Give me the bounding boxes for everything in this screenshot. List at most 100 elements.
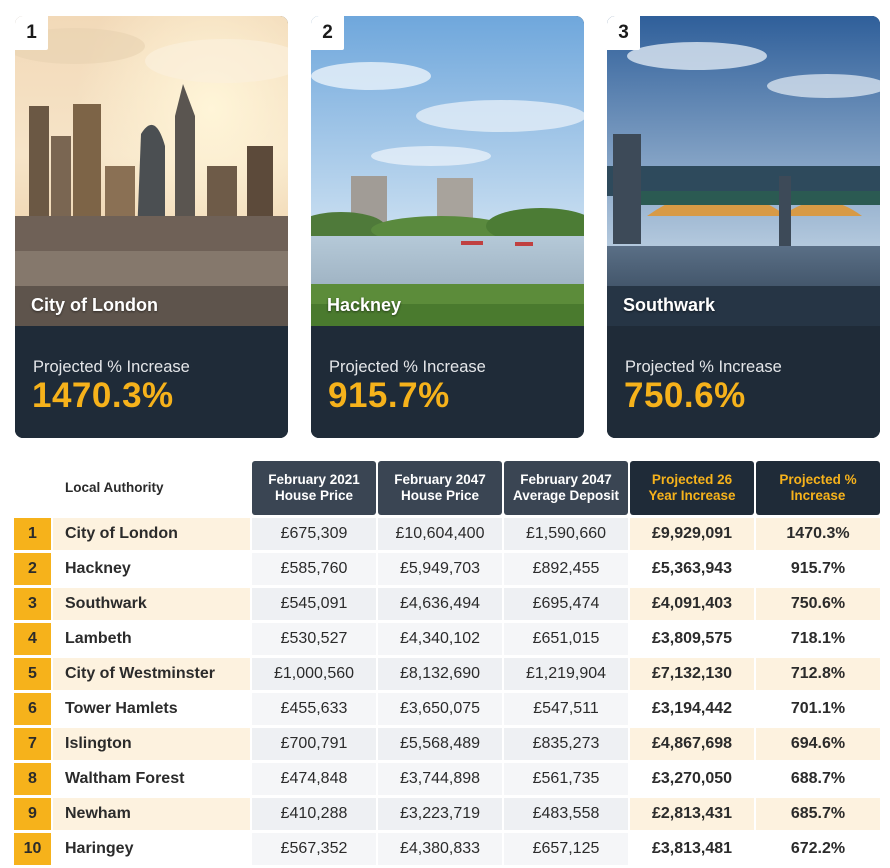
row-price-2047: £5,949,703: [378, 553, 502, 585]
row-increase-26-year: £7,132,130: [630, 658, 754, 690]
row-percent-increase: 1470.3%: [756, 518, 880, 550]
row-price-2021: £700,791: [252, 728, 376, 760]
row-increase-26-year: £4,091,403: [630, 588, 754, 620]
row-price-2047: £3,223,719: [378, 798, 502, 830]
row-increase-26-year: £3,270,050: [630, 763, 754, 795]
row-deposit-2047: £547,511: [504, 693, 628, 725]
percent-increase-header: Projected % Increase: [756, 461, 880, 515]
row-increase-26-year: £9,929,091: [630, 518, 754, 550]
row-price-2021: £585,760: [252, 553, 376, 585]
row-deposit-2047: £1,219,904: [504, 658, 628, 690]
deposit-2047-header: February 2047 Average Deposit: [504, 461, 628, 515]
row-rank: 7: [14, 728, 51, 760]
house-price-table: Local Authority February 2021 House Price…: [12, 458, 882, 868]
card-info-panel: Projected % Increase 1470.3%: [15, 326, 288, 438]
row-price-2047: £10,604,400: [378, 518, 502, 550]
row-deposit-2047: £561,735: [504, 763, 628, 795]
card-authority-name: City of London: [31, 295, 158, 315]
row-price-2021: £410,288: [252, 798, 376, 830]
row-price-2021: £530,527: [252, 623, 376, 655]
table-header-row: Local Authority February 2021 House Price…: [14, 461, 880, 515]
row-increase-26-year: £4,867,698: [630, 728, 754, 760]
row-authority-name: City of Westminster: [53, 658, 250, 690]
card-authority-name: Hackney: [327, 295, 402, 315]
rank-column-header: [14, 461, 51, 515]
row-percent-increase: 688.7%: [756, 763, 880, 795]
row-rank: 8: [14, 763, 51, 795]
card-info-panel: Projected % Increase 915.7%: [311, 326, 584, 438]
row-deposit-2047: £1,590,660: [504, 518, 628, 550]
row-deposit-2047: £651,015: [504, 623, 628, 655]
row-rank: 3: [14, 588, 51, 620]
row-rank: 1: [14, 518, 51, 550]
row-price-2047: £4,636,494: [378, 588, 502, 620]
row-rank: 4: [14, 623, 51, 655]
card-rank: 3: [607, 16, 640, 50]
row-percent-increase: 694.6%: [756, 728, 880, 760]
row-increase-26-year: £3,809,575: [630, 623, 754, 655]
row-rank: 10: [14, 833, 51, 865]
row-deposit-2047: £657,125: [504, 833, 628, 865]
card-metric-label: Projected % Increase: [625, 358, 782, 376]
card-info-panel: Projected % Increase 750.6%: [607, 326, 880, 438]
row-rank: 9: [14, 798, 51, 830]
card-authority-name: Southwark: [623, 295, 716, 315]
row-price-2047: £3,650,075: [378, 693, 502, 725]
row-percent-increase: 915.7%: [756, 553, 880, 585]
row-rank: 2: [14, 553, 51, 585]
row-authority-name: Waltham Forest: [53, 763, 250, 795]
increase-26-year-header: Projected 26 Year Increase: [630, 461, 754, 515]
table-row: 8 Waltham Forest £474,848 £3,744,898 £561,73…: [14, 763, 880, 795]
table-row: 3 Southwark £545,091 £4,636,494 £695,474 £4,0…: [14, 588, 880, 620]
card-metric-value: 1470.3%: [32, 376, 174, 415]
row-rank: 6: [14, 693, 51, 725]
row-percent-increase: 750.6%: [756, 588, 880, 620]
row-price-2021: £1,000,560: [252, 658, 376, 690]
row-price-2021: £474,848: [252, 763, 376, 795]
row-deposit-2047: £892,455: [504, 553, 628, 585]
card-southwark: 3 Southwark Projected % Increase 750.6%: [607, 16, 880, 438]
card-hackney: 2 Hackney Projected % Increase 915.7%: [311, 16, 584, 438]
row-authority-name: Lambeth: [53, 623, 250, 655]
city-of-london-photo: [15, 16, 288, 326]
hackney-photo: [311, 16, 584, 326]
row-increase-26-year: £5,363,943: [630, 553, 754, 585]
row-authority-name: Southwark: [53, 588, 250, 620]
row-authority-name: Tower Hamlets: [53, 693, 250, 725]
row-authority-name: City of London: [53, 518, 250, 550]
row-increase-26-year: £3,194,442: [630, 693, 754, 725]
table-row: 4 Lambeth £530,527 £4,340,102 £651,015 £3,809…: [14, 623, 880, 655]
row-price-2047: £4,340,102: [378, 623, 502, 655]
row-deposit-2047: £695,474: [504, 588, 628, 620]
row-percent-increase: 672.2%: [756, 833, 880, 865]
card-rank: 1: [15, 16, 48, 50]
row-increase-26-year: £3,813,481: [630, 833, 754, 865]
row-authority-name: Haringey: [53, 833, 250, 865]
card-metric-label: Projected % Increase: [33, 358, 190, 376]
row-percent-increase: 701.1%: [756, 693, 880, 725]
table-row: 9 Newham £410,288 £3,223,719 £483,558 £2,813,…: [14, 798, 880, 830]
row-deposit-2047: £835,273: [504, 728, 628, 760]
row-price-2021: £545,091: [252, 588, 376, 620]
row-rank: 5: [14, 658, 51, 690]
row-authority-name: Hackney: [53, 553, 250, 585]
row-increase-26-year: £2,813,431: [630, 798, 754, 830]
row-price-2021: £675,309: [252, 518, 376, 550]
row-price-2047: £4,380,833: [378, 833, 502, 865]
local-authority-header: Local Authority: [53, 461, 250, 515]
table-row: 1 City of London £675,309 £10,604,400 £1,590…: [14, 518, 880, 550]
card-metric-label: Projected % Increase: [329, 358, 486, 376]
row-deposit-2047: £483,558: [504, 798, 628, 830]
row-price-2047: £5,568,489: [378, 728, 502, 760]
row-price-2021: £567,352: [252, 833, 376, 865]
card-city-of-london: 1 City of London Projected % Increase 14…: [15, 16, 288, 438]
row-percent-increase: 685.7%: [756, 798, 880, 830]
row-authority-name: Newham: [53, 798, 250, 830]
row-percent-increase: 712.8%: [756, 658, 880, 690]
card-rank: 2: [311, 16, 344, 50]
price-2047-header: February 2047 House Price: [378, 461, 502, 515]
table-row: 7 Islington £700,791 £5,568,489 £835,273 £4,8…: [14, 728, 880, 760]
southwark-photo: [607, 16, 880, 326]
row-price-2047: £8,132,690: [378, 658, 502, 690]
price-2021-header: February 2021 House Price: [252, 461, 376, 515]
